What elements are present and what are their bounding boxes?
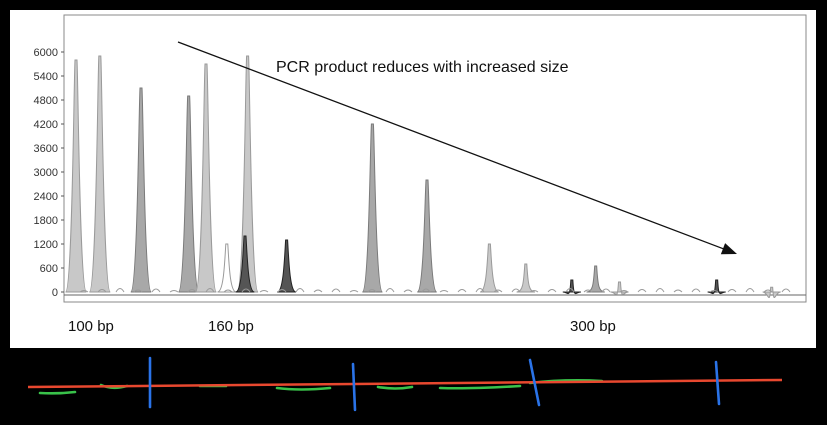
baseline-noise — [439, 290, 449, 293]
chart-figure: 0 600 1200 1800 2400 3000 3600 4200 4800 5400 6000… — [10, 10, 816, 348]
green-mark — [438, 384, 522, 390]
baseline-noise — [547, 289, 557, 293]
y-tick-label: 5400 — [34, 71, 58, 83]
baseline-noise — [529, 290, 539, 293]
baseline-noise — [601, 288, 611, 293]
y-tick-label: 4200 — [34, 119, 58, 131]
baseline-noise — [115, 288, 125, 293]
y-tick-label: 3000 — [34, 167, 58, 179]
baseline-noise — [511, 288, 521, 293]
green-mark — [275, 386, 332, 391]
red-baseline — [27, 378, 783, 389]
baseline-noise — [241, 288, 251, 293]
baseline-noise — [277, 289, 287, 293]
baseline-noise — [583, 289, 593, 293]
baseline-noise — [385, 288, 395, 293]
x-tick-label-100bp: 100 bp — [68, 318, 114, 335]
green-mark — [38, 390, 77, 395]
peak — [479, 243, 499, 293]
peak — [88, 55, 111, 293]
baseline-noise — [619, 290, 629, 293]
annotation-text: PCR product reduces with increased size — [276, 59, 569, 76]
baseline-noise — [295, 288, 305, 293]
peak — [236, 55, 259, 293]
baseline-noise — [169, 290, 179, 293]
baseline-noise — [457, 289, 467, 293]
baseline-noise — [727, 289, 737, 293]
baseline-noise — [763, 289, 773, 293]
y-tick-label: 0 — [52, 287, 58, 299]
peak — [195, 63, 217, 293]
baseline-noise — [331, 288, 341, 293]
blue-ticks — [148, 356, 721, 412]
y-tick-label: 1200 — [34, 239, 58, 251]
peak — [177, 95, 200, 293]
peak — [562, 279, 581, 294]
plot-border — [63, 14, 807, 303]
y-axis: 0 600 1200 1800 2400 3000 3600 4200 4800 5400 6000 — [34, 47, 64, 299]
baseline-noise — [691, 288, 701, 293]
blue-tick — [528, 358, 541, 407]
y-tick-label: 4800 — [34, 95, 58, 107]
baseline-noise — [475, 288, 485, 293]
y-tick-label: 600 — [40, 263, 58, 275]
baseline-noise — [637, 289, 647, 293]
peak — [586, 265, 605, 293]
baseline-noise — [673, 289, 683, 293]
baseline-noise — [151, 288, 161, 293]
y-tick-label: 6000 — [34, 47, 58, 59]
baseline-noise — [349, 290, 359, 293]
baseline-noise — [493, 289, 503, 293]
baseline-noise — [709, 290, 719, 293]
baseline-noise — [187, 289, 197, 293]
peak — [65, 59, 87, 293]
baseline-noise — [313, 289, 323, 293]
baseline-noise — [259, 290, 269, 293]
baseline-noise — [403, 289, 413, 293]
baseline-noise — [781, 288, 791, 293]
y-tick-label: 1800 — [34, 215, 58, 227]
peak — [516, 263, 536, 293]
peak — [361, 123, 383, 293]
peaks-layer — [65, 55, 791, 299]
baseline-noise — [223, 289, 233, 293]
green-mark — [376, 385, 414, 390]
peak — [130, 87, 152, 293]
baseline-noise — [133, 289, 143, 293]
peak — [610, 281, 629, 295]
x-tick-label-300bp: 300 bp — [570, 318, 616, 335]
baseline-noise — [745, 288, 755, 293]
peak — [217, 243, 237, 293]
size-strip-annotation — [27, 356, 783, 412]
baseline-noise — [565, 288, 575, 293]
x-tick-label-160bp: 160 bp — [208, 318, 254, 335]
baseline-noise — [367, 289, 377, 293]
y-tick-label: 2400 — [34, 191, 58, 203]
peak — [277, 239, 297, 293]
peak — [416, 179, 438, 293]
annotation-arrowhead — [720, 243, 737, 255]
peak — [235, 235, 255, 293]
peak — [762, 286, 781, 299]
chart-svg: 0 600 1200 1800 2400 3000 3600 4200 4800 5400 6000… — [34, 14, 807, 303]
baseline-noise — [205, 288, 215, 293]
blue-tick — [714, 360, 721, 406]
peak — [707, 279, 726, 294]
baseline-noise — [79, 290, 89, 293]
blue-tick — [351, 362, 357, 412]
annotation-arrow — [177, 41, 732, 253]
baseline-noise — [655, 288, 665, 293]
plot-frame — [63, 14, 807, 303]
annotation-layer: PCR product reduces with increased size — [177, 41, 737, 255]
baseline-noise — [421, 288, 431, 293]
y-tick-label: 3600 — [34, 143, 58, 155]
baseline-noise — [97, 289, 107, 293]
